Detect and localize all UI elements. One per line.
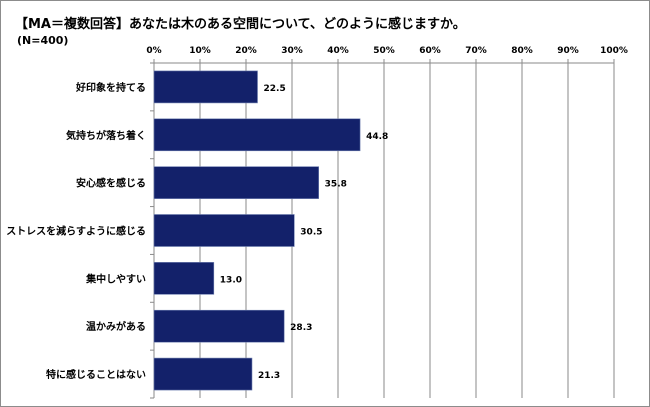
chart-title: 【MA＝複数回答】あなたは木のある空間について、どのように感じますか。 [15,17,466,32]
category-label: 特に感じることはない [46,368,146,381]
bar [153,309,285,343]
category-label: ストレスを減らすように感じる [6,225,146,238]
category-label: 温かみがある [86,320,146,333]
x-tick-label: 40% [327,46,349,56]
x-tick-label: 60% [419,46,441,56]
x-tick-label: 90% [557,46,579,56]
chart-subtitle: (N=400) [17,34,69,47]
bar [153,357,253,391]
data-label: 44.8 [366,132,388,142]
bar [153,262,215,295]
category-label: 好印象を持てる [75,81,146,94]
x-tick-label: 70% [465,46,487,56]
x-tick-label: 100% [600,46,628,56]
x-tick-label: 80% [511,46,533,56]
category-label: 集中しやすい [85,272,146,285]
bar [153,166,319,199]
data-label: 13.0 [220,275,242,285]
category-label: 安心感を感じる [76,177,146,190]
x-tick-label: 30% [281,46,303,56]
x-tick-label: 50% [373,46,395,56]
data-label: 21.3 [258,371,280,381]
data-label: 28.3 [290,323,312,333]
category-label: 気持ちが落ち着く [65,129,146,142]
x-tick-label: 20% [235,46,257,56]
bar [153,214,295,247]
data-label: 22.5 [264,84,286,94]
data-label: 35.8 [325,180,347,190]
x-tick-label: 10% [189,46,211,56]
bar [153,118,361,152]
bar [153,70,258,104]
data-label: 30.5 [300,228,322,238]
x-tick-label: 0% [146,46,161,56]
